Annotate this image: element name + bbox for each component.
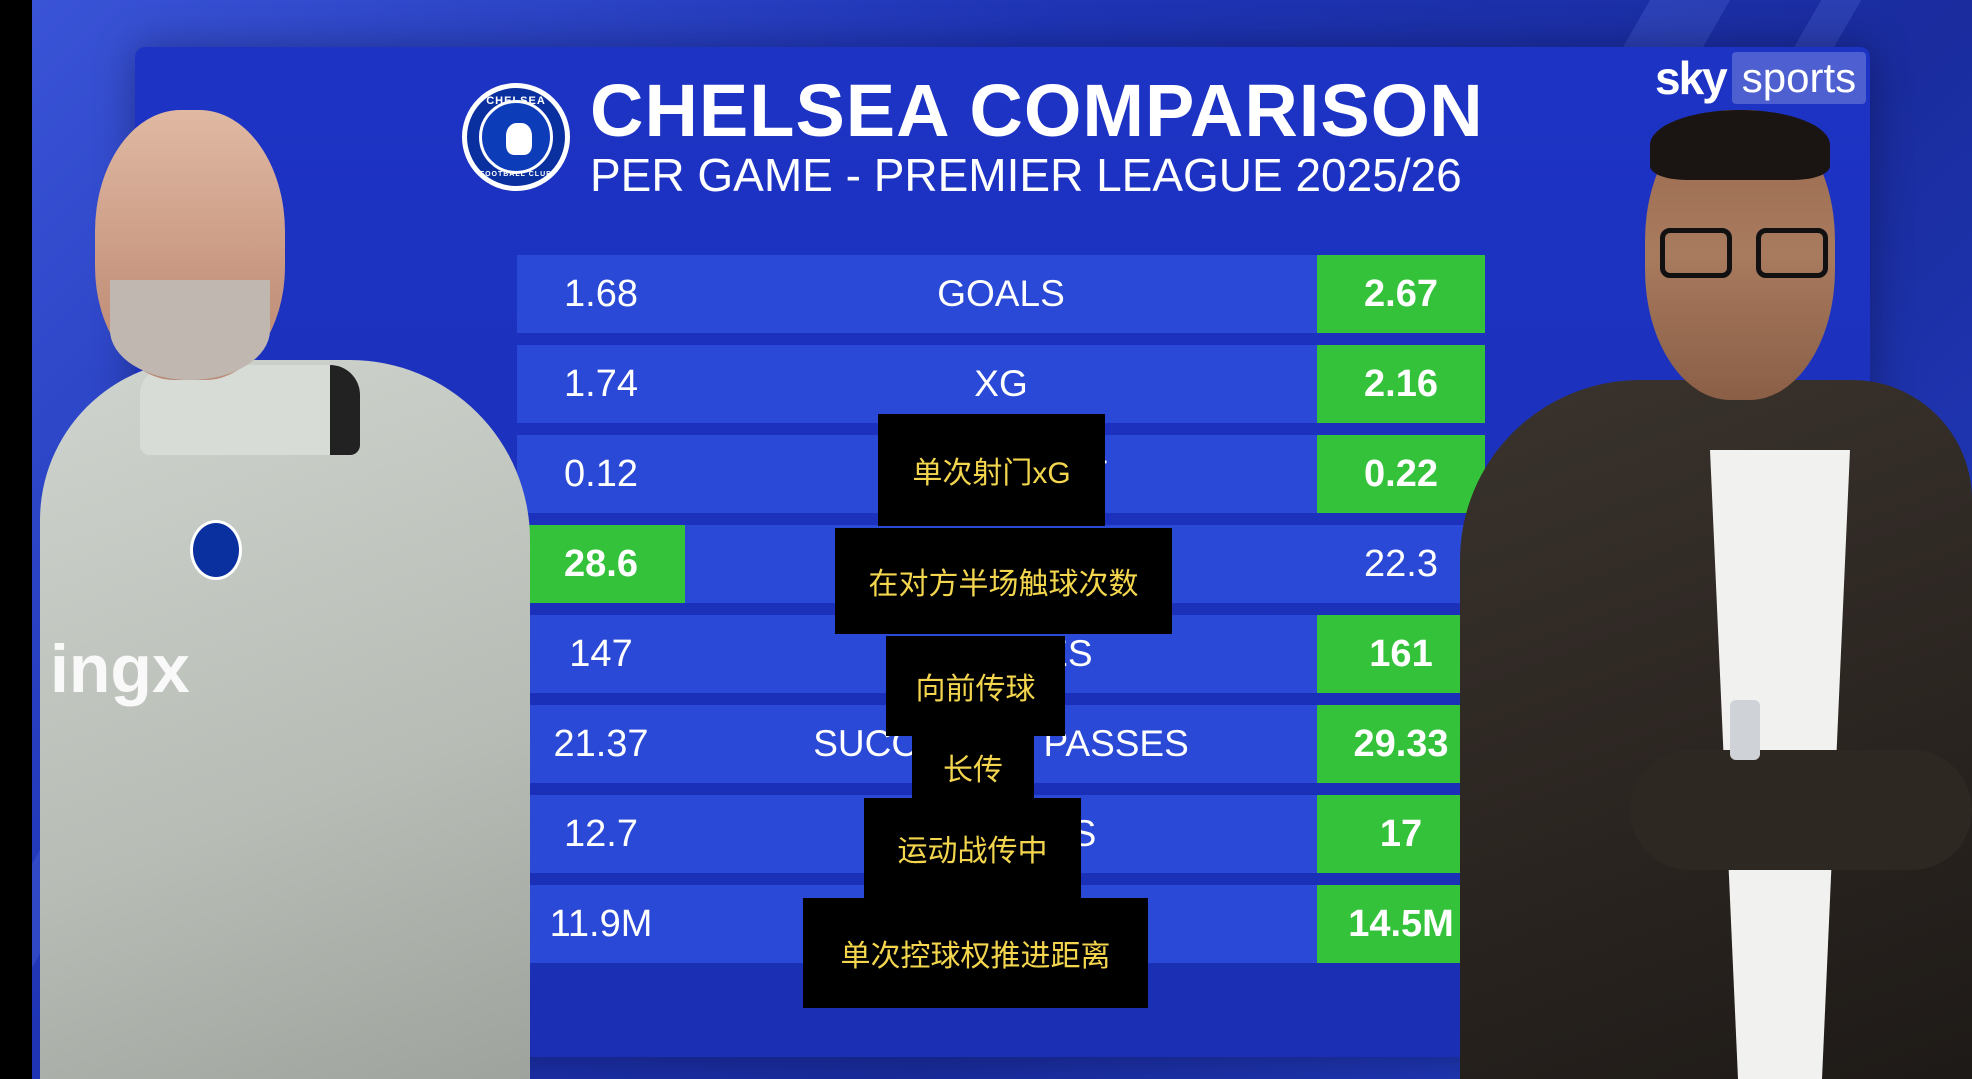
subtitle-overlay: 长传 xyxy=(912,736,1034,798)
left-coach-beard xyxy=(110,280,270,380)
subtitle-overlay: 在对方半场触球次数 xyxy=(835,528,1172,634)
watch-icon xyxy=(1730,700,1760,760)
left-coach-collar xyxy=(140,365,360,455)
chelsea-crest-logo: CHELSEA FOOTBALL CLUB xyxy=(462,83,570,191)
left-value: 21.37 xyxy=(553,723,649,765)
left-value: 147 xyxy=(569,633,633,675)
graphic-title: CHELSEA COMPARISON xyxy=(590,69,1484,152)
left-coach-photo: ingx xyxy=(40,110,540,1079)
right-value: 22.3 xyxy=(1364,543,1438,585)
subtitle-overlay: 单次控球权推进距离 xyxy=(803,898,1148,1008)
sky-sports-logo: sky sports xyxy=(1655,50,1867,106)
left-value: 12.7 xyxy=(564,813,638,855)
left-coach-jacket xyxy=(40,360,530,1079)
left-value: 1.68 xyxy=(564,273,638,315)
graphic-subtitle: PER GAME - PREMIER LEAGUE 2025/26 xyxy=(590,149,1462,201)
crest-inner xyxy=(479,100,553,174)
right-value: 161 xyxy=(1317,615,1485,693)
right-coach-photo xyxy=(1460,110,1972,1079)
left-value: 28.6 xyxy=(517,525,685,603)
stat-label: XG xyxy=(974,363,1028,404)
right-value: 17 xyxy=(1317,795,1485,873)
left-value: 0.12 xyxy=(564,453,638,495)
right-value: 29.33 xyxy=(1317,705,1485,783)
sponsor-logo: ingx xyxy=(50,631,190,707)
stat-row-goals: 1.68 GOALS 2.67 xyxy=(517,255,1485,333)
right-coach-hair xyxy=(1650,110,1830,180)
stat-row-xg: 1.74 XG 2.16 xyxy=(517,345,1485,423)
left-value: 1.74 xyxy=(564,363,638,405)
left-border xyxy=(0,0,32,1079)
crest-bottom-text: FOOTBALL CLUB xyxy=(479,171,553,178)
lion-icon xyxy=(506,123,532,155)
right-coach-arms xyxy=(1630,750,1972,870)
glasses-icon xyxy=(1660,228,1832,280)
subtitle-overlay: 单次射门xG xyxy=(878,414,1105,526)
right-value: 2.16 xyxy=(1317,345,1485,423)
chelsea-badge-icon xyxy=(190,520,242,580)
right-value: 2.67 xyxy=(1317,255,1485,333)
sports-wordmark: sports xyxy=(1731,52,1867,104)
right-value: 14.5M xyxy=(1317,885,1485,963)
sky-wordmark: sky xyxy=(1655,52,1728,104)
right-value: 0.22 xyxy=(1317,435,1485,513)
stat-label: GOALS xyxy=(937,273,1065,314)
subtitle-overlay: 运动战传中 xyxy=(864,798,1081,898)
subtitle-overlay: 向前传球 xyxy=(886,636,1065,736)
left-value: 11.9M xyxy=(549,903,653,945)
